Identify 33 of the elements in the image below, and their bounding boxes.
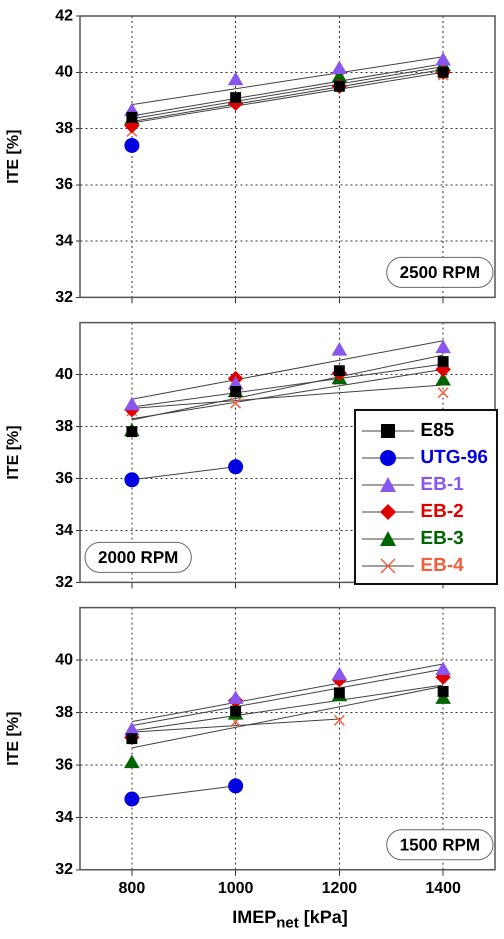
legend-label: EB-4: [420, 554, 464, 576]
annotation: 1500 RPM: [400, 835, 480, 854]
y-tick-label: 34: [55, 522, 74, 539]
legend-label: EB-3: [420, 528, 464, 550]
y-tick-label: 38: [55, 704, 74, 721]
x-tick-label: 1000: [218, 880, 254, 897]
y-tick-label: 36: [55, 756, 74, 774]
y-tick-label: 40: [55, 651, 74, 668]
legend-label: UTG-96: [420, 446, 488, 468]
y-tick-label: 38: [55, 418, 74, 435]
x-tick-label: 1200: [322, 880, 358, 897]
y-axis-title: ITE [%]: [5, 425, 22, 480]
annotation: 2000 RPM: [98, 548, 178, 568]
x-tick-label: 800: [118, 880, 146, 897]
legend-label: EB-2: [420, 500, 464, 522]
legend-label: E85: [420, 420, 454, 442]
y-tick-label: 32: [55, 574, 74, 591]
annotation: 2500 RPM: [400, 263, 480, 282]
x-tick-label: 1400: [425, 880, 462, 897]
y-tick-label: 40: [55, 366, 74, 383]
y-tick-label: 34: [55, 808, 74, 826]
y-tick-label: 32: [55, 288, 74, 306]
y-tick-label: 36: [55, 470, 74, 487]
y-tick-label: 42: [55, 7, 74, 24]
y-tick-label: 32: [55, 861, 74, 878]
y-axis-title: ITE [%]: [5, 130, 22, 184]
y-tick-label: 34: [55, 232, 74, 250]
y-tick-label: 40: [55, 64, 74, 81]
y-axis-title: ITE [%]: [5, 712, 22, 766]
x-axis-title: IMEP$_{net}$ [kPa]: [231, 906, 349, 934]
legend-label: EB-1: [420, 474, 464, 496]
y-tick-label: 38: [55, 120, 74, 137]
y-tick-label: 36: [55, 176, 74, 194]
